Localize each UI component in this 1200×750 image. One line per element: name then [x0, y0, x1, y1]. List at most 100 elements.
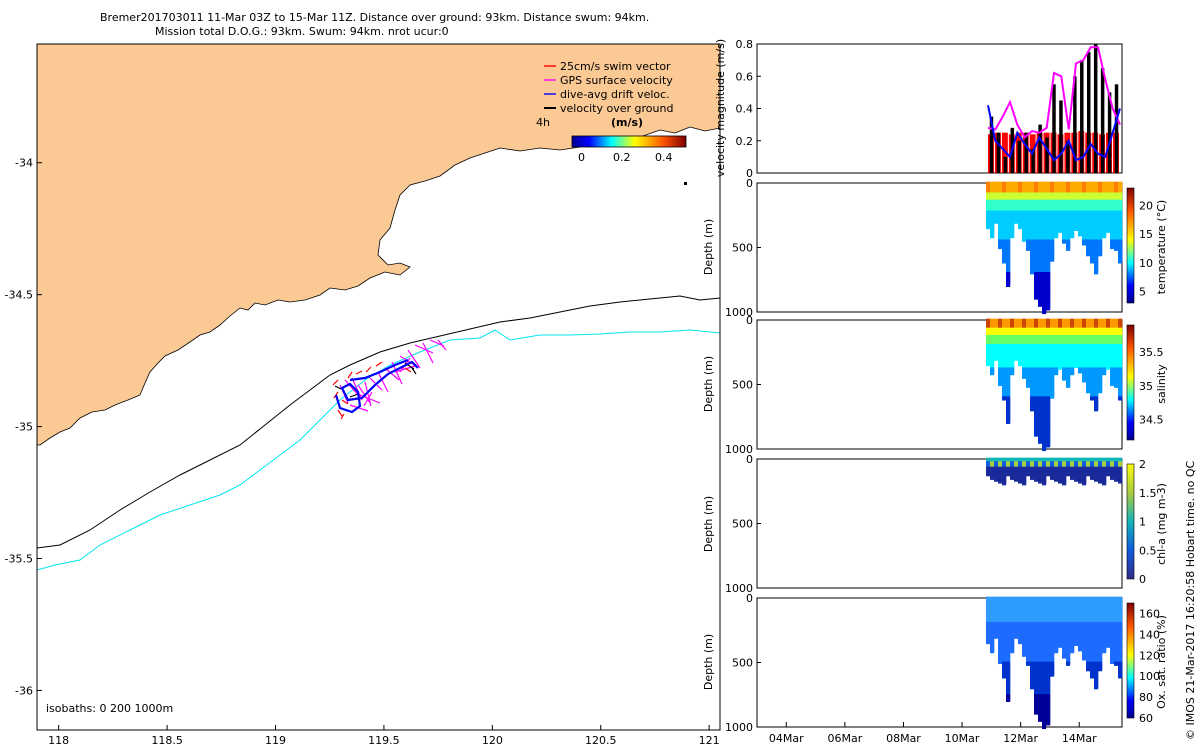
- section-sample: [1066, 246, 1071, 251]
- footer-credit: © IMOS 21-Mar-2017 16:20:58 Hobart time.…: [1184, 460, 1197, 740]
- velocity-black-bar: [1066, 140, 1070, 173]
- map-y-tick-label: -34: [15, 157, 33, 170]
- colorbar-tick-labels: 201510535.53534.521.510.5016014012010080…: [1139, 199, 1164, 725]
- velocity-panel: 00.20.40.60.8 velocity magnitude (m/s): [714, 38, 1123, 180]
- salinity-panel: Depth (m) salinity: [702, 318, 1168, 452]
- section-sample: [1034, 295, 1039, 300]
- section-sample: [1026, 472, 1031, 477]
- section-sample: [986, 361, 991, 367]
- velocity-y-tick-label: 0.8: [736, 38, 754, 51]
- section-sample: [1066, 472, 1071, 477]
- velocity-ylabel: velocity magnitude (m/s): [714, 39, 727, 177]
- colorbar-tick-label: 10: [1139, 257, 1153, 270]
- velocity-black-bar: [1093, 44, 1098, 173]
- section-sample: [1030, 270, 1035, 275]
- section-sample: [1098, 389, 1103, 394]
- depth-tick-label: 0: [746, 314, 753, 327]
- section-sample: [1050, 672, 1055, 677]
- section-sample: [1006, 419, 1011, 424]
- velocity-black-bar: [1003, 156, 1008, 173]
- temperature-panel: Depth (m) temperature (°C): [702, 181, 1168, 315]
- section-sample: [1026, 246, 1031, 251]
- section-sample: [1094, 477, 1099, 482]
- section-sample: [1090, 475, 1095, 480]
- colorbar-tick-label: 34.5: [1139, 414, 1164, 427]
- time-tick-label: 10Mar: [945, 732, 980, 745]
- section-sample: [1070, 371, 1075, 376]
- colorbar-tick-label: 0: [1139, 573, 1146, 586]
- section-sample: [1110, 659, 1115, 665]
- map-panel: 118 118.5 119 119.5 120 120.5 121 -34-34.5-35-…: [5, 43, 721, 747]
- section-sample: [1118, 479, 1123, 484]
- velocity-black-bar: [1107, 92, 1112, 173]
- map-x-tick-label: 118: [48, 734, 69, 747]
- map-y-tick-label: -36: [15, 684, 33, 697]
- isobath-1000m: [37, 329, 720, 571]
- map-colorbar-tick-0: 0: [578, 151, 585, 164]
- section-sample: [1102, 481, 1107, 486]
- velocity-lines: [987, 46, 1121, 162]
- map-colorbar-side-label: 4h: [536, 116, 550, 129]
- time-tick-label: 12Mar: [1003, 732, 1038, 745]
- salinity-cbar-label: salinity: [1155, 364, 1168, 404]
- section-sample: [1106, 365, 1111, 370]
- section-sample: [1006, 697, 1011, 702]
- section-sample: [1114, 661, 1119, 666]
- section-sample: [1098, 479, 1103, 484]
- section-sample: [1070, 234, 1075, 239]
- section-sample: [1066, 383, 1071, 388]
- isobath-200m: [37, 295, 720, 549]
- section-sample: [1042, 724, 1047, 730]
- section-sample: [1010, 234, 1015, 239]
- depth-tick-label: 500: [732, 657, 753, 670]
- section-sample: [986, 472, 991, 477]
- section-sample: [1102, 371, 1107, 376]
- section-sample: [1058, 228, 1063, 233]
- section-sample: [1034, 432, 1039, 437]
- section-sample: [1074, 477, 1079, 482]
- section-sample: [1058, 643, 1063, 648]
- map-x-tick-label: 119: [265, 734, 286, 747]
- map-colorbar-label: (m/s): [611, 116, 643, 129]
- map-legend: 25cm/s swim vector GPS surface velocity …: [544, 60, 673, 115]
- velocity-black-bar: [1045, 137, 1049, 173]
- section-sample: [1078, 647, 1083, 652]
- velocity-line-1: [987, 105, 1121, 162]
- velocity-black-bar: [1080, 60, 1084, 173]
- velocity-y-tick-label: 0: [746, 167, 753, 180]
- section-sample: [1062, 481, 1067, 486]
- salinity-colorbar: [1126, 324, 1135, 441]
- velocity-y-tick-label: 0.4: [736, 103, 754, 116]
- temperature-colorbar: [1126, 187, 1135, 304]
- section-sample: [1078, 369, 1083, 374]
- section-sample: [1022, 481, 1027, 486]
- section-sample: [1090, 396, 1095, 401]
- velocity-black-bar: [1114, 84, 1119, 173]
- velocity-black-bar: [1059, 100, 1063, 173]
- section-sample: [1030, 407, 1035, 412]
- section-sample: [1106, 228, 1111, 233]
- island-marker: [684, 182, 687, 185]
- section-sample: [1086, 472, 1091, 477]
- section-sample: [1010, 649, 1015, 654]
- section-sample: [1002, 396, 1007, 401]
- depth-tick-label: 0: [746, 177, 753, 190]
- section-sample: [994, 219, 999, 224]
- velocity-black-bar: [1100, 68, 1105, 173]
- legend-swim-vector: 25cm/s swim vector: [560, 60, 671, 73]
- section-sample: [998, 244, 1003, 250]
- section-sample: [1082, 656, 1087, 661]
- section-sample: [990, 475, 995, 480]
- map-colorbar-tick-0-4: 0.4: [655, 151, 673, 164]
- section-sample: [1018, 361, 1023, 367]
- section-sample: [1082, 378, 1087, 383]
- oxygen-colorbar: [1126, 602, 1135, 719]
- section-sample: [986, 224, 991, 230]
- section-sample: [1114, 246, 1119, 251]
- section-sample: [1058, 479, 1063, 484]
- salinity-section: [986, 318, 1123, 452]
- section-sample: [1086, 389, 1091, 394]
- section-sample: [1098, 252, 1103, 257]
- section-sample: [1002, 259, 1007, 264]
